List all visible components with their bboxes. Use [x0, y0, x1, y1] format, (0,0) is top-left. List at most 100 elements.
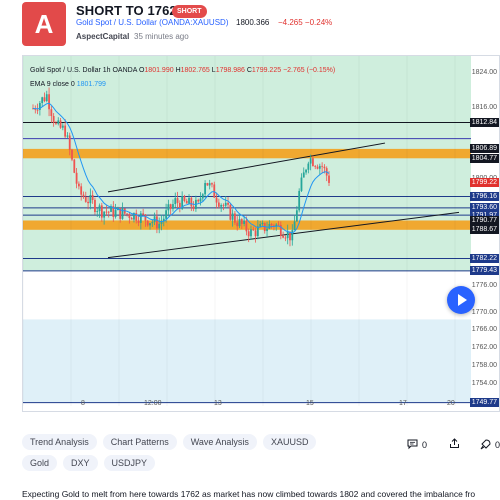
share-icon: [449, 438, 459, 448]
candle-body-2: [36, 109, 39, 111]
tag-xauusd[interactable]: XAUUSD: [262, 434, 317, 450]
candle-body-80: [215, 197, 218, 203]
candle-body-14: [64, 125, 67, 137]
price-tag-7: 1790.77: [469, 215, 499, 225]
share-action[interactable]: [449, 438, 460, 451]
candle-body-76: [206, 183, 209, 186]
play-button[interactable]: [447, 286, 475, 314]
price-scale-label: 1776.00: [471, 282, 497, 290]
candle-body-126: [321, 165, 324, 167]
candle-body-62: [174, 198, 177, 205]
supply-zone: [23, 148, 471, 159]
time-axis-label: 8: [81, 400, 85, 407]
price-tag-10: 1779.43: [469, 266, 499, 276]
candle-body-73: [199, 198, 202, 202]
post-actions: 0 0: [407, 438, 500, 451]
candle-body-48: [142, 213, 145, 215]
tag-usdjpy[interactable]: USDJPY: [103, 455, 156, 471]
candle-body-30: [100, 205, 103, 218]
candle-body-46: [137, 220, 140, 223]
avatar[interactable]: A: [22, 2, 66, 46]
candle-body-21: [80, 186, 83, 195]
price-scale-label: 1766.00: [471, 326, 497, 334]
time-axis-label: 20: [447, 400, 455, 407]
candle-body-87: [231, 213, 234, 220]
candle-body-47: [139, 213, 142, 223]
candle-body-78: [211, 183, 213, 185]
channel-top-line: [107, 142, 386, 193]
candle-body-111: [286, 231, 289, 239]
candle-body-106: [275, 224, 278, 227]
legend-h-value: 1802.765: [180, 67, 210, 74]
candle-body-49: [144, 214, 147, 221]
tag-gold[interactable]: Gold: [22, 455, 58, 471]
candle-body-45: [135, 212, 138, 221]
candle-body-119: [305, 169, 307, 173]
candle-body-25: [89, 195, 92, 204]
candle-body-54: [156, 216, 158, 229]
candle-body-39: [121, 208, 124, 219]
candle-body-4: [41, 97, 44, 104]
candle-body-97: [254, 230, 257, 237]
candle-body-90: [238, 219, 241, 227]
candle-body-85: [227, 202, 229, 205]
candle-body-114: [293, 221, 296, 231]
candle-body-33: [107, 211, 110, 213]
boost-action[interactable]: 0: [480, 439, 500, 450]
tag-dxy[interactable]: DXY: [63, 455, 98, 471]
candle-body-94: [247, 231, 250, 237]
candle-body-120: [307, 163, 310, 170]
comment-icon: [407, 439, 418, 450]
price-tag-4: 1796.16: [469, 192, 499, 202]
ema-line: [32, 102, 330, 234]
candle-body-104: [270, 224, 273, 226]
legend-o-key: O: [138, 67, 145, 74]
candle-body-112: [289, 231, 291, 241]
tag-trend-analysis[interactable]: Trend Analysis: [22, 434, 97, 450]
candle-body-11: [57, 120, 60, 124]
candle-body-103: [268, 224, 271, 229]
candle-body-74: [201, 194, 204, 199]
candle-body-65: [181, 196, 184, 209]
legend-c-key: C: [246, 67, 252, 74]
chart-panel[interactable]: Gold Spot / U.S. Dollar 1h OANDA O1801.9…: [22, 55, 500, 412]
author-name[interactable]: AspectCapital: [76, 32, 130, 41]
candle-body-102: [266, 228, 268, 232]
candle-body-31: [103, 211, 106, 218]
candle-body-59: [167, 204, 170, 211]
candle-body-13: [61, 125, 64, 128]
tag-wave-analysis[interactable]: Wave Analysis: [182, 434, 257, 450]
candle-body-107: [277, 224, 280, 226]
price-scale-label: 1816.00: [471, 104, 497, 112]
candle-body-42: [128, 213, 131, 218]
time-axis-label: 13: [214, 400, 222, 407]
candle-body-52: [151, 222, 154, 224]
tags-row-2: Gold DXY USDJPY: [22, 455, 156, 471]
candle-body-77: [208, 183, 211, 186]
price-tag-1: 1806.89: [469, 144, 499, 154]
candle-body-72: [197, 199, 200, 202]
candle-body-12: [59, 120, 62, 128]
candle-body-5: [43, 97, 46, 102]
candle-body-50: [146, 220, 149, 226]
candle-body-10: [55, 122, 57, 124]
tag-chart-patterns[interactable]: Chart Patterns: [102, 434, 177, 450]
candle-body-34: [110, 206, 112, 212]
price-tag-3: 1799.22: [469, 178, 499, 188]
candle-body-17: [71, 149, 73, 160]
candle-body-8: [50, 109, 53, 117]
symbol-link[interactable]: Gold Spot / U.S. Dollar (OANDA:XAUUSD): [76, 18, 229, 27]
legend-h-key: H: [175, 67, 181, 74]
candle-body-16: [68, 135, 71, 150]
short-badge: SHORT: [172, 5, 207, 18]
candle-body-20: [77, 183, 80, 187]
candle-body-3: [38, 103, 41, 110]
candle-body-43: [130, 217, 133, 220]
candle-body-57: [162, 218, 165, 222]
candle-body-75: [204, 183, 206, 195]
candle-body-32: [105, 211, 108, 213]
comment-action[interactable]: 0: [407, 439, 427, 450]
candle-body-113: [291, 230, 294, 241]
legend-symbol: Gold Spot / U.S. Dollar 1h OANDA: [30, 67, 137, 74]
candle-body-118: [302, 172, 305, 178]
